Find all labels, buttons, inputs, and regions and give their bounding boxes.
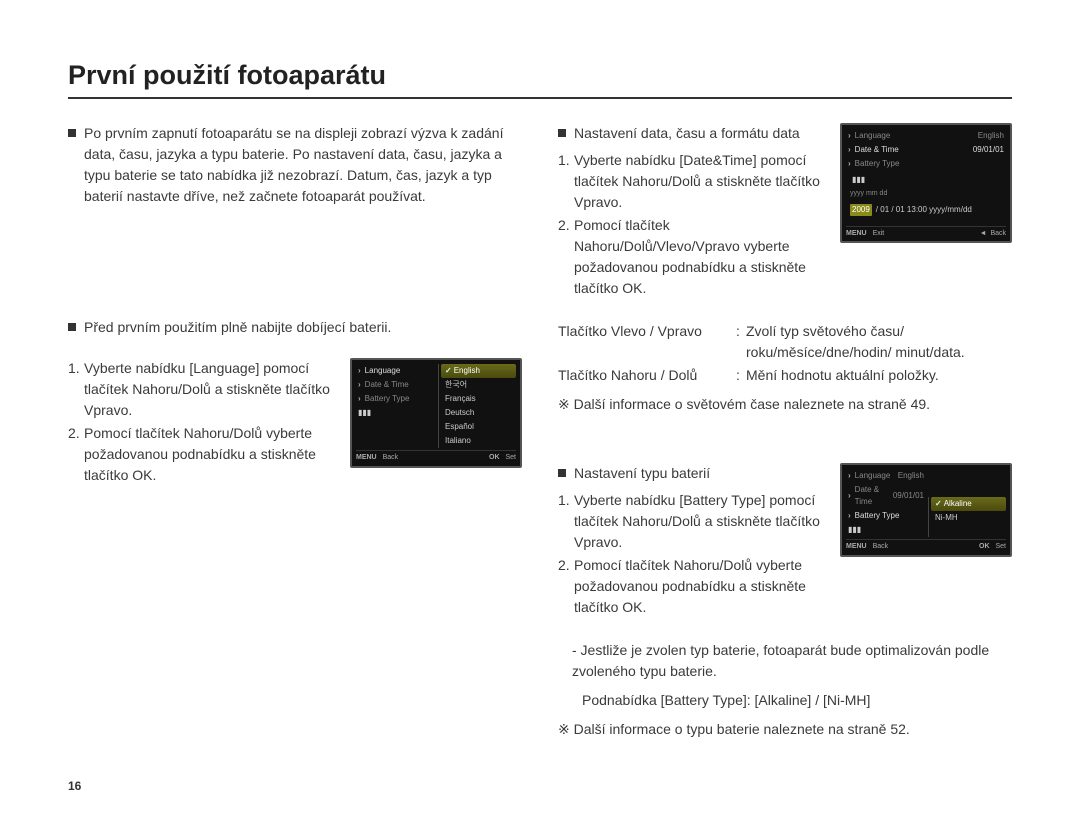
check-icon: ✓ bbox=[935, 499, 942, 508]
lcd-menu-item: Date & Time bbox=[855, 144, 899, 156]
lcd-value: 09/01/01 bbox=[973, 144, 1004, 156]
chevron-right-icon: › bbox=[848, 144, 851, 156]
btn-ud-label: Tlačítko Nahoru / Dolů bbox=[558, 365, 736, 386]
left-column: Po prvním zapnutí fotoaparátu se na disp… bbox=[68, 123, 522, 746]
lcd-option-selected: ✓English bbox=[441, 364, 516, 378]
lcd-format-hint: yyyy mm dd bbox=[850, 189, 1002, 200]
battery-icon: ▮▮▮ bbox=[358, 407, 371, 419]
lcd-foot-right: OK Set bbox=[489, 453, 516, 464]
lcd-foot-left: MENU Back bbox=[846, 542, 888, 553]
content-columns: Po prvním zapnutí fotoaparátu se na disp… bbox=[68, 123, 1012, 746]
battery-note: ※ Další informace o typu baterie nalezne… bbox=[558, 719, 1012, 740]
square-bullet-icon bbox=[68, 129, 76, 137]
step-text: Vyberte nabídku [Date&Time] pomocí tlačí… bbox=[574, 150, 832, 213]
intro-text: Po prvním zapnutí fotoaparátu se na disp… bbox=[84, 123, 522, 207]
battery-extra: - Jestliže je zvolen typ baterie, fotoap… bbox=[558, 640, 1012, 682]
lcd-value: English bbox=[978, 130, 1004, 142]
lcd-datetime-screenshot: › Language English › Date & Time 09/01/01 › B… bbox=[840, 123, 1012, 243]
lcd-battery-screenshot: › Language English › Date & Time 09/01/01 › B… bbox=[840, 463, 1012, 557]
right-column: › Language English › Date & Time 09/01/01 › B… bbox=[558, 123, 1012, 746]
chevron-right-icon: › bbox=[358, 393, 361, 405]
battery-heading-text: Nastavení typu baterií bbox=[574, 463, 710, 484]
battery-submenu: Podnabídka [Battery Type]: [Alkaline] / … bbox=[558, 690, 1012, 711]
lcd-menu-item: Battery Type bbox=[365, 393, 410, 405]
step-text: Pomocí tlačítek Nahoru/Dolů vyberte poža… bbox=[84, 423, 342, 486]
lcd-option: 한국어 bbox=[441, 378, 516, 392]
lcd-option: Français bbox=[441, 392, 516, 406]
lcd-foot-left: MENU Exit bbox=[846, 229, 884, 240]
date-note: ※ Další informace o světovém čase nalezn… bbox=[558, 394, 1012, 415]
battery-icon: ▮▮▮ bbox=[848, 524, 861, 536]
lcd-option-selected: ✓Alkaline bbox=[931, 497, 1006, 511]
chevron-right-icon: › bbox=[848, 158, 851, 170]
lcd-option: Ni-MH bbox=[931, 511, 1006, 525]
step-text: Vyberte nabídku [Language] pomocí tlačít… bbox=[84, 358, 342, 421]
lcd-menu-item: Language bbox=[855, 130, 891, 142]
chevron-right-icon: › bbox=[848, 510, 851, 522]
lcd-menu-item: Language bbox=[365, 365, 401, 377]
chevron-right-icon: › bbox=[848, 470, 851, 482]
battery-icon: ▮▮▮ bbox=[852, 174, 865, 186]
chevron-right-icon: › bbox=[358, 379, 361, 391]
lcd-option: Italiano bbox=[441, 434, 516, 448]
lcd-menu-item: Battery Type bbox=[855, 158, 900, 170]
lcd-foot-right: OK Set bbox=[979, 542, 1006, 553]
btn-lr-label: Tlačítko Vlevo / Vpravo bbox=[558, 321, 736, 363]
charge-bullet: Před prvním použitím plně nabijte dobíje… bbox=[68, 317, 522, 338]
chevron-right-icon: › bbox=[848, 130, 851, 142]
lcd-menu-item: Date & Time bbox=[365, 379, 409, 391]
lcd-language-screenshot: › Language › Date & Time › Battery Type ▮▮▮… bbox=[350, 358, 522, 468]
lcd-date-rest: / 01 / 01 13:00 yyyy/mm/dd bbox=[876, 204, 972, 216]
lcd-option: Deutsch bbox=[441, 406, 516, 420]
btn-lr-row: Tlačítko Vlevo / Vpravo : Zvolí typ svět… bbox=[558, 321, 1012, 363]
lcd-menu-item: Language bbox=[855, 470, 891, 482]
lcd-option: Español bbox=[441, 420, 516, 434]
chevron-right-icon: › bbox=[848, 490, 851, 502]
btn-ud-text: Mění hodnotu aktuální položky. bbox=[746, 365, 939, 386]
square-bullet-icon bbox=[558, 129, 566, 137]
lcd-foot-right: ◄ Back bbox=[980, 229, 1006, 240]
charge-text: Před prvním použitím plně nabijte dobíje… bbox=[84, 317, 391, 338]
square-bullet-icon bbox=[68, 323, 76, 331]
date-heading: Nastavení data, času a formátu data bbox=[558, 123, 832, 144]
lcd-value: English bbox=[898, 470, 924, 482]
page-title: První použití fotoaparátu bbox=[68, 60, 1012, 99]
chevron-right-icon: › bbox=[358, 365, 361, 377]
date-heading-text: Nastavení data, času a formátu data bbox=[574, 123, 800, 144]
btn-ud-row: Tlačítko Nahoru / Dolů : Mění hodnotu ak… bbox=[558, 365, 1012, 386]
lcd-foot-left: MENU Back bbox=[356, 453, 398, 464]
btn-lr-text: Zvolí typ světového času/ roku/měsíce/dn… bbox=[746, 321, 1012, 363]
step-text: Vyberte nabídku [Battery Type] pomocí tl… bbox=[574, 490, 832, 553]
lcd-date-editor: 2009 / 01 / 01 13:00 yyyy/mm/dd bbox=[850, 204, 1002, 216]
step-text: Pomocí tlačítek Nahoru/Dolů vyberte poža… bbox=[574, 555, 832, 618]
intro-bullet: Po prvním zapnutí fotoaparátu se na disp… bbox=[68, 123, 522, 207]
square-bullet-icon bbox=[558, 469, 566, 477]
lcd-menu-item: Battery Type bbox=[855, 510, 900, 522]
page-number: 16 bbox=[68, 779, 81, 793]
lcd-menu-item: Date & Time bbox=[855, 484, 889, 508]
step-text: Pomocí tlačítek Nahoru/Dolů/Vlevo/Vpravo… bbox=[574, 215, 832, 299]
lcd-value: 09/01/01 bbox=[893, 490, 924, 502]
check-icon: ✓ bbox=[445, 366, 452, 375]
lcd-year-selected: 2009 bbox=[850, 204, 872, 216]
battery-heading: Nastavení typu baterií bbox=[558, 463, 832, 484]
